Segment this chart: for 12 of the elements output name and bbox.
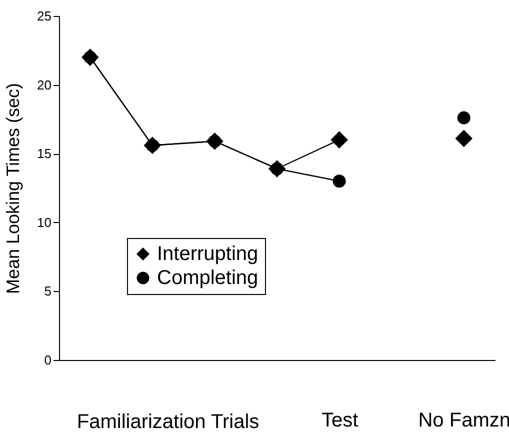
text: Familiarization Trials: [76, 411, 260, 433]
x-tick-label: No Famzn: [418, 410, 509, 432]
y-axis-title: Mean Looking Times (sec): [3, 82, 24, 294]
y-tick-label: 0: [44, 352, 52, 368]
x-tick-label: Test: [321, 410, 359, 432]
legend-label: Completing: [157, 267, 258, 289]
y-tick-label: 25: [37, 8, 52, 24]
legend-label: Interrupting: [157, 243, 258, 265]
y-tick-label: 5: [44, 284, 52, 299]
y-tick-label: 20: [37, 77, 52, 92]
y-tick-label: 15: [37, 146, 52, 162]
y-tick-label: 10: [37, 214, 52, 230]
